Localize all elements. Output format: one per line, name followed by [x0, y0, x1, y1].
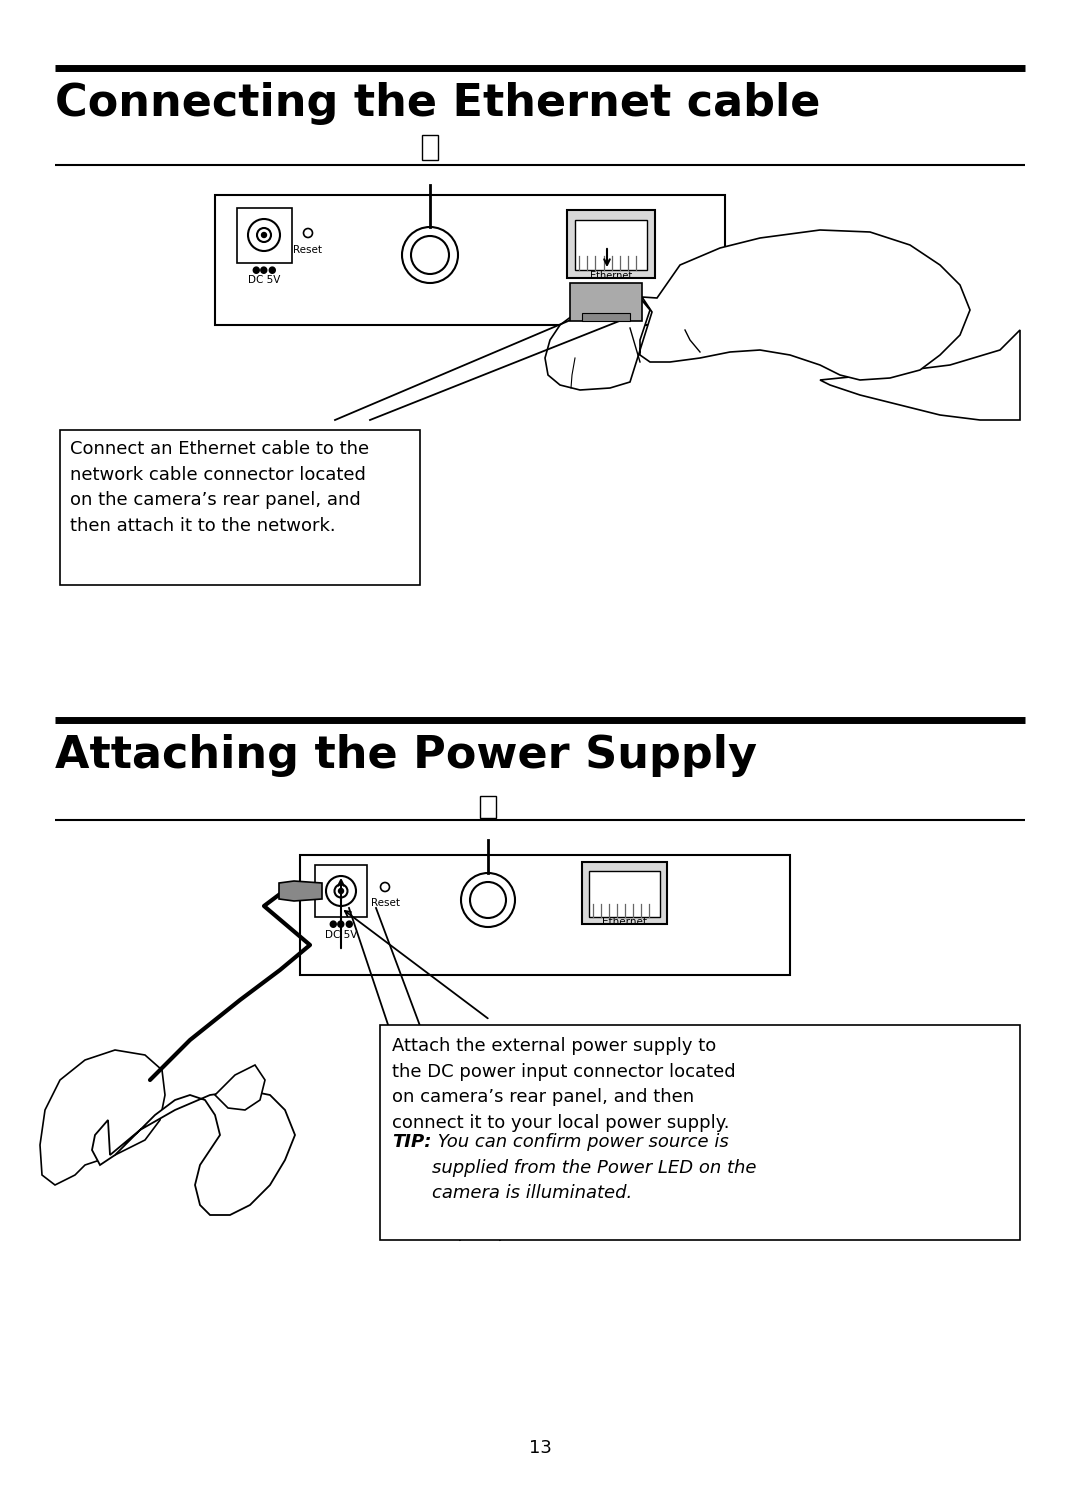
Bar: [315, 865, 367, 917]
Text: DC 5V: DC 5V: [325, 930, 357, 941]
Bar: [589, 871, 660, 917]
Polygon shape: [92, 1091, 295, 1216]
Bar: [215, 195, 725, 325]
Circle shape: [303, 229, 312, 238]
Polygon shape: [820, 330, 1020, 421]
Circle shape: [338, 889, 343, 893]
Circle shape: [335, 884, 348, 898]
Polygon shape: [545, 230, 970, 389]
Text: Connecting the Ethernet cable: Connecting the Ethernet cable: [55, 82, 821, 125]
Polygon shape: [215, 1065, 265, 1110]
Circle shape: [248, 218, 280, 251]
Bar: [60, 429, 420, 585]
Text: ●●●: ●●●: [328, 918, 354, 929]
Circle shape: [326, 877, 356, 906]
Bar: [480, 796, 496, 817]
Circle shape: [461, 872, 515, 927]
Bar: [575, 220, 647, 270]
Circle shape: [380, 883, 390, 892]
Text: Reset: Reset: [294, 245, 323, 256]
Text: Attach the external power supply to
the DC power input connector located
on came: Attach the external power supply to the …: [392, 1037, 735, 1132]
Text: DC 5V: DC 5V: [247, 275, 280, 285]
Text: Attaching the Power Supply: Attaching the Power Supply: [55, 734, 757, 777]
Bar: [570, 282, 642, 321]
Text: Ethernet: Ethernet: [590, 270, 632, 281]
Polygon shape: [279, 881, 322, 901]
Bar: [422, 135, 438, 160]
Text: Ethernet: Ethernet: [602, 917, 647, 927]
Text: You can confirm power source is
supplied from the Power LED on the
camera is ill: You can confirm power source is supplied…: [432, 1132, 756, 1202]
Bar: [237, 208, 292, 263]
Bar: [380, 1025, 1020, 1239]
Bar: [300, 854, 789, 975]
Circle shape: [261, 232, 267, 238]
Text: 13: 13: [528, 1438, 552, 1456]
Bar: [582, 862, 667, 924]
Circle shape: [402, 227, 458, 282]
Circle shape: [411, 236, 449, 273]
Text: ●●●: ●●●: [252, 265, 276, 275]
Polygon shape: [40, 1051, 165, 1184]
Text: Reset: Reset: [370, 898, 400, 908]
Bar: [567, 210, 654, 278]
Text: TIP:: TIP:: [392, 1132, 432, 1152]
Bar: [582, 314, 630, 321]
Text: Connect an Ethernet cable to the
network cable connector located
on the camera’s: Connect an Ethernet cable to the network…: [70, 440, 369, 535]
Circle shape: [470, 883, 507, 918]
Circle shape: [257, 227, 271, 242]
